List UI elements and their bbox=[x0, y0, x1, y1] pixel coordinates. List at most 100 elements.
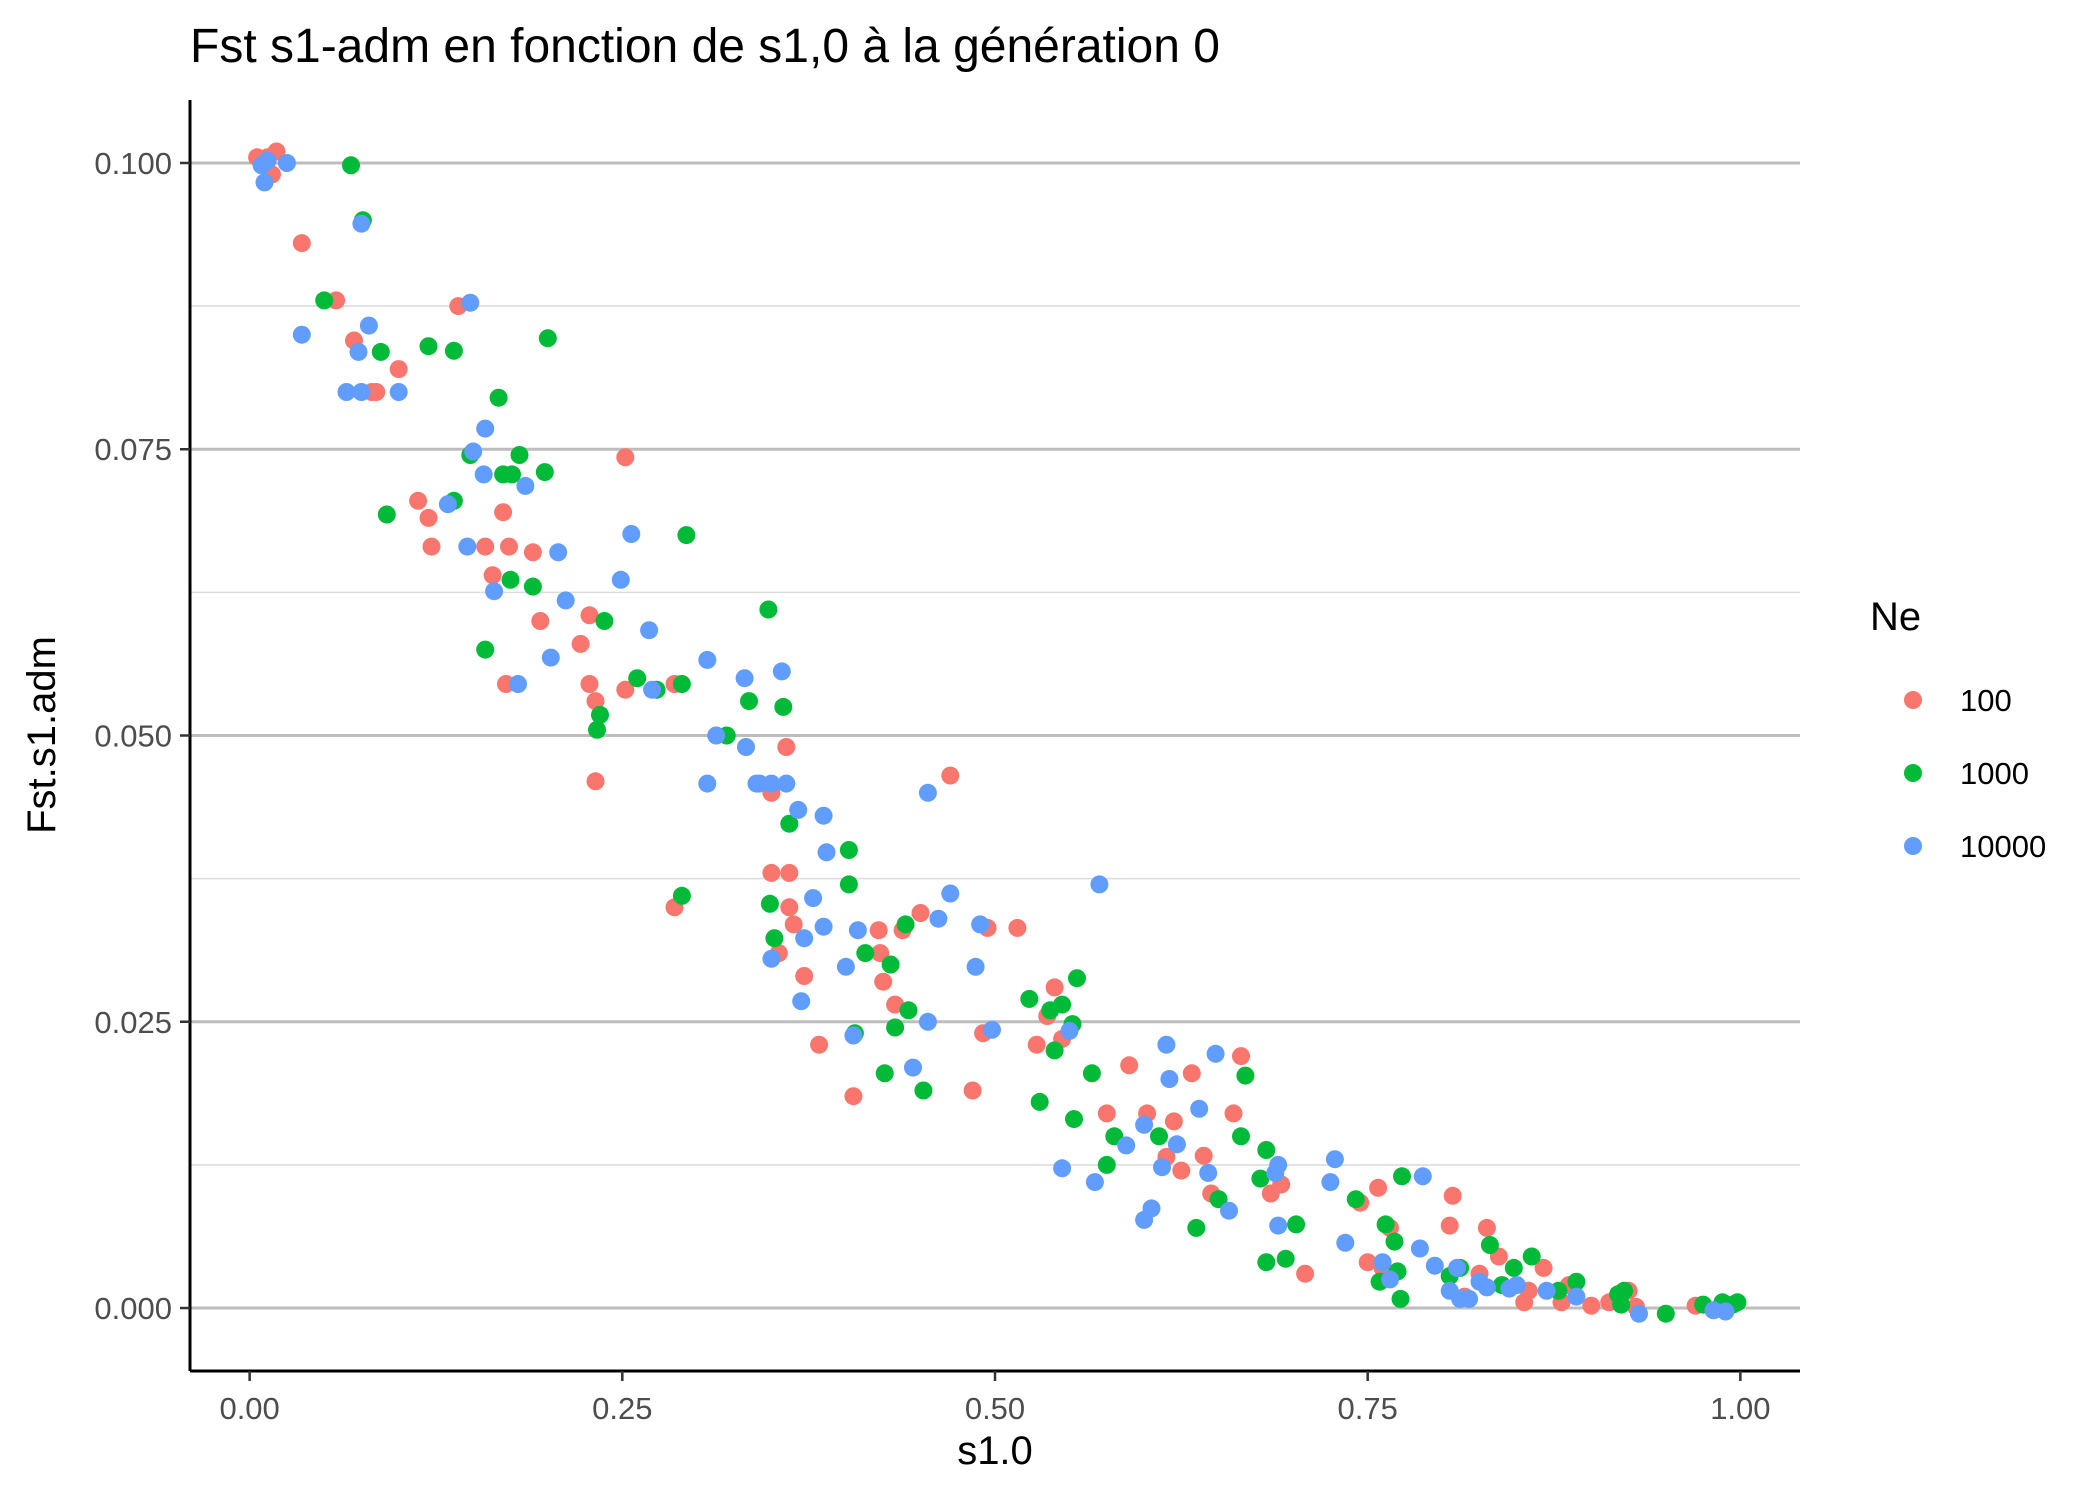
data-point-10000 bbox=[255, 173, 274, 192]
data-point-1000 bbox=[1068, 969, 1086, 988]
legend-label-10000: 10000 bbox=[1960, 829, 2046, 864]
data-point-10000 bbox=[1460, 1289, 1479, 1308]
data-points bbox=[248, 142, 1747, 1323]
legend-label-1000: 1000 bbox=[1960, 756, 2029, 791]
legend-label-100: 100 bbox=[1960, 683, 2012, 718]
data-point-1000 bbox=[899, 1001, 918, 1020]
data-point-1000 bbox=[1393, 1167, 1411, 1186]
data-point-100 bbox=[762, 863, 781, 882]
data-point-1000 bbox=[672, 675, 691, 693]
data-point-1000 bbox=[342, 156, 360, 175]
data-point-10000 bbox=[1085, 1173, 1104, 1192]
legend-key-1000 bbox=[1904, 764, 1922, 782]
data-point-10000 bbox=[1336, 1233, 1355, 1252]
data-point-100 bbox=[911, 904, 930, 922]
data-point-1000 bbox=[1522, 1247, 1541, 1266]
x-axis-ticks: 0.00 0.25 0.50 0.75 1.00 bbox=[219, 1371, 1771, 1426]
data-point-10000 bbox=[848, 921, 867, 940]
data-point-1000 bbox=[1045, 1041, 1064, 1060]
data-point-1000 bbox=[1656, 1304, 1675, 1323]
data-point-10000 bbox=[941, 884, 960, 903]
data-point-1000 bbox=[1020, 989, 1039, 1008]
data-point-1000 bbox=[839, 841, 858, 859]
data-point-1000 bbox=[628, 669, 647, 688]
data-point-1000 bbox=[914, 1081, 933, 1100]
data-point-100 bbox=[494, 503, 513, 522]
data-point-1000 bbox=[1209, 1190, 1228, 1209]
data-point-10000 bbox=[814, 917, 833, 936]
data-point-1000 bbox=[419, 337, 438, 356]
data-point-10000 bbox=[1269, 1216, 1288, 1235]
data-point-10000 bbox=[762, 774, 781, 793]
data-point-1000 bbox=[444, 341, 463, 360]
data-point-10000 bbox=[337, 383, 356, 401]
data-point-100 bbox=[422, 537, 441, 556]
data-point-1000 bbox=[759, 600, 778, 619]
data-point-1000 bbox=[501, 570, 520, 589]
legend-title: Ne bbox=[1870, 595, 1921, 639]
data-point-10000 bbox=[1477, 1278, 1496, 1297]
y-tick-label: 0.000 bbox=[94, 1291, 172, 1326]
data-point-10000 bbox=[464, 442, 483, 461]
data-point-10000 bbox=[1160, 1070, 1179, 1088]
data-point-10000 bbox=[1157, 1035, 1176, 1054]
data-point-1000 bbox=[1082, 1064, 1101, 1083]
data-point-10000 bbox=[735, 669, 754, 688]
data-point-10000 bbox=[622, 525, 641, 543]
data-point-100 bbox=[500, 537, 518, 556]
data-point-10000 bbox=[1567, 1287, 1586, 1306]
data-point-10000 bbox=[1537, 1281, 1556, 1300]
data-point-100 bbox=[874, 972, 893, 991]
data-point-1000 bbox=[588, 720, 606, 739]
data-point-10000 bbox=[611, 570, 630, 589]
data-point-10000 bbox=[640, 621, 659, 640]
data-point-1000 bbox=[780, 814, 799, 833]
data-point-1000 bbox=[1612, 1295, 1631, 1314]
data-point-10000 bbox=[737, 738, 755, 756]
data-point-1000 bbox=[765, 929, 784, 948]
data-point-100 bbox=[616, 680, 635, 699]
data-point-1000 bbox=[591, 705, 609, 724]
data-point-1000 bbox=[595, 612, 614, 630]
data-point-10000 bbox=[516, 476, 535, 495]
legend: Ne 100 1000 10000 bbox=[1870, 595, 2046, 864]
data-point-10000 bbox=[929, 909, 948, 928]
data-point-10000 bbox=[476, 419, 495, 438]
data-point-10000 bbox=[1413, 1167, 1432, 1186]
data-point-10000 bbox=[438, 495, 457, 514]
data-point-1000 bbox=[1276, 1249, 1295, 1268]
data-point-1000 bbox=[886, 1018, 905, 1037]
data-point-1000 bbox=[476, 640, 495, 659]
data-point-100 bbox=[580, 675, 599, 693]
data-point-100 bbox=[1008, 918, 1027, 937]
data-point-100 bbox=[616, 448, 635, 467]
data-point-10000 bbox=[458, 537, 477, 556]
data-point-1000 bbox=[371, 342, 390, 361]
data-point-10000 bbox=[1321, 1173, 1340, 1192]
data-point-1000 bbox=[1097, 1155, 1116, 1174]
y-tick-label: 0.050 bbox=[94, 719, 172, 754]
data-point-1000 bbox=[1232, 1127, 1250, 1146]
data-point-10000 bbox=[277, 154, 296, 172]
data-point-10000 bbox=[352, 383, 371, 401]
data-point-1000 bbox=[1346, 1190, 1365, 1209]
data-point-100 bbox=[1477, 1218, 1496, 1237]
data-point-10000 bbox=[772, 662, 791, 681]
data-point-1000 bbox=[535, 463, 554, 482]
data-point-1000 bbox=[1615, 1281, 1634, 1300]
data-point-10000 bbox=[814, 806, 833, 825]
data-point-10000 bbox=[1117, 1136, 1136, 1155]
data-point-100 bbox=[571, 634, 590, 653]
data-point-100 bbox=[1582, 1296, 1601, 1315]
data-point-1000 bbox=[881, 955, 900, 974]
data-point-10000 bbox=[707, 726, 726, 745]
data-point-10000 bbox=[359, 316, 378, 335]
data-point-10000 bbox=[1507, 1276, 1526, 1295]
data-point-100 bbox=[586, 692, 605, 711]
data-point-10000 bbox=[1135, 1115, 1154, 1134]
legend-key-10000 bbox=[1904, 837, 1922, 855]
data-point-100 bbox=[810, 1035, 829, 1054]
data-point-10000 bbox=[349, 342, 368, 361]
